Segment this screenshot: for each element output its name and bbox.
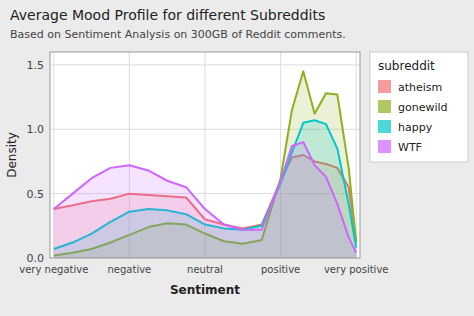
legend-swatch xyxy=(378,100,391,113)
x-grid-line xyxy=(356,52,357,258)
series-area xyxy=(54,71,356,258)
y-axis-label: Density xyxy=(5,132,19,178)
subtitle: Based on Sentiment Analysis on 300GB of … xyxy=(10,28,346,41)
series-line xyxy=(54,142,356,253)
y-tick-label: 1.0 xyxy=(27,123,45,136)
plot-frame xyxy=(50,52,360,258)
plot-area xyxy=(50,52,360,258)
legend-label: WTF xyxy=(398,141,422,154)
x-tick-label: very positive xyxy=(324,264,389,275)
x-tick-label: negative xyxy=(108,264,152,275)
x-tick-label: neutral xyxy=(187,264,223,275)
legend-box xyxy=(370,52,468,162)
x-tick-label: very negative xyxy=(19,264,88,275)
series-area xyxy=(54,142,356,258)
legend-swatch xyxy=(378,140,391,153)
x-tick-label: positive xyxy=(261,264,300,275)
legend-swatch xyxy=(378,120,391,133)
legend-swatch xyxy=(378,80,391,93)
y-tick-label: 0.5 xyxy=(27,188,45,201)
chart: 0.00.51.01.5very negativenegativeneutral… xyxy=(0,0,474,316)
legend-title: subreddit xyxy=(378,59,435,73)
title: Average Mood Profile for different Subre… xyxy=(10,7,325,23)
y-tick-label: 1.5 xyxy=(27,59,45,72)
series-group xyxy=(54,71,356,258)
legend: subreddit atheism gonewild happy WTF xyxy=(370,52,468,162)
series-area xyxy=(54,120,356,258)
x-axis-label: Sentiment xyxy=(170,283,240,297)
legend-label: gonewild xyxy=(398,101,448,114)
background xyxy=(0,0,474,316)
grid xyxy=(50,52,360,258)
legend-label: atheism xyxy=(398,81,442,94)
legend-label: happy xyxy=(398,121,433,134)
